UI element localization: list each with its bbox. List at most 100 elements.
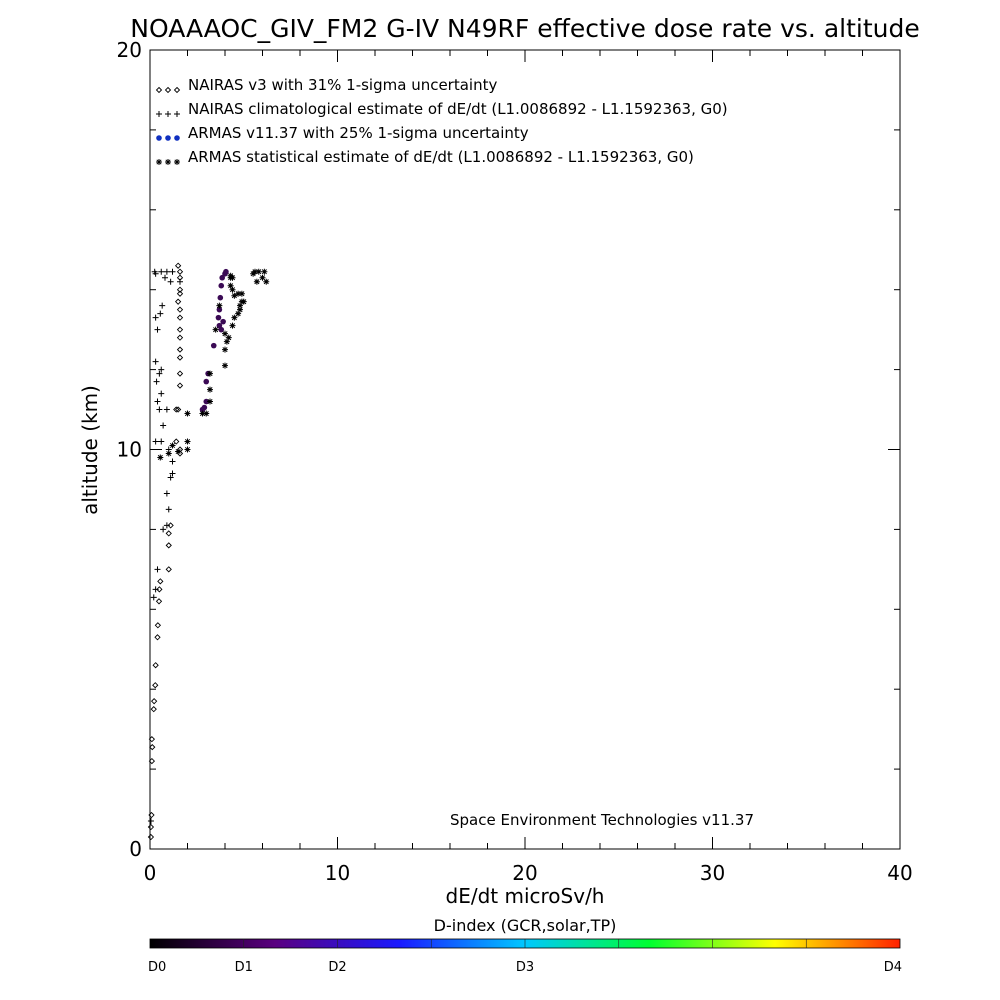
- legend-label: ARMAS v11.37 with 25% 1-sigma uncertaint…: [188, 124, 529, 142]
- data-point: [176, 314, 184, 321]
- data-point: [176, 268, 184, 275]
- data-point: [165, 506, 172, 513]
- legend-entry-2: NAIRAS climatological estimate of dE/dt …: [156, 100, 728, 118]
- legend-marker: [165, 135, 171, 141]
- data-point: [220, 318, 226, 325]
- data-point: [238, 290, 245, 297]
- data-point: [216, 302, 223, 309]
- data-point: [157, 310, 164, 317]
- data-point: [160, 422, 167, 429]
- data-point: [154, 622, 162, 629]
- y-tick-label: 10: [117, 438, 142, 462]
- x-axis-label: dE/dt microSv/h: [446, 884, 605, 908]
- data-point: [167, 278, 174, 285]
- data-point: [147, 818, 154, 825]
- legend-marker: [156, 111, 162, 117]
- data-point: [203, 398, 210, 405]
- data-point: [152, 586, 159, 593]
- data-point: [240, 298, 247, 305]
- data-point: [175, 448, 182, 455]
- data-point: [227, 282, 234, 289]
- data-point: [235, 290, 242, 297]
- data-point: [148, 811, 155, 819]
- data-point: [165, 450, 172, 457]
- colorbar-title: D-index (GCR,solar,TP): [434, 916, 617, 935]
- data-point: [227, 272, 234, 279]
- data-point: [237, 302, 243, 309]
- data-point: [173, 406, 180, 413]
- legend-marker: [174, 111, 180, 117]
- data-point: [165, 542, 172, 549]
- data-point: [222, 362, 228, 369]
- data-point: [157, 454, 164, 461]
- data-point: [216, 306, 223, 313]
- data-point: [184, 410, 191, 417]
- data-point: [156, 586, 163, 593]
- legend-marker: [165, 111, 171, 117]
- legend-marker: [165, 159, 171, 165]
- data-point: [150, 594, 157, 601]
- data-point: [174, 262, 182, 269]
- data-point: [203, 378, 210, 385]
- data-point: [158, 268, 165, 275]
- legend-label: ARMAS statistical estimate of dE/dt (L1.…: [188, 148, 694, 166]
- data-point: [222, 330, 228, 337]
- data-point: [222, 346, 228, 353]
- x-tick-label: 40: [887, 861, 912, 885]
- data-points: [147, 262, 270, 841]
- y-axis-label: altitude (km): [78, 385, 102, 515]
- data-point: [167, 522, 174, 529]
- data-point: [203, 410, 210, 417]
- data-point: [231, 314, 238, 321]
- data-point: [160, 526, 167, 533]
- data-point: [176, 290, 184, 297]
- data-point: [201, 404, 208, 411]
- data-point: [176, 334, 184, 341]
- data-point: [174, 406, 182, 413]
- data-point: [157, 578, 164, 585]
- data-point: [261, 268, 268, 275]
- y-tick-label: 20: [117, 38, 142, 62]
- data-point: [210, 342, 217, 349]
- data-point: [150, 698, 158, 705]
- legend-marker: [155, 86, 163, 94]
- data-point: [158, 390, 165, 397]
- colorbar-label: D2: [328, 960, 346, 975]
- data-point: [259, 274, 266, 281]
- data-point: [219, 274, 225, 281]
- data-point: [250, 270, 257, 277]
- y-tick-label: 0: [129, 837, 142, 861]
- data-point: [231, 292, 238, 299]
- x-tick-label: 20: [512, 861, 537, 885]
- data-point: [154, 398, 161, 405]
- data-point: [169, 470, 176, 477]
- data-point: [176, 382, 184, 389]
- data-point: [152, 358, 159, 365]
- colorbar: D0 D1 D2 D3 D4: [148, 938, 902, 975]
- data-point: [215, 314, 222, 321]
- legend-marker: [174, 135, 180, 141]
- data-point: [148, 757, 156, 765]
- data-point: [154, 326, 161, 333]
- data-point: [217, 294, 224, 301]
- series-4: [157, 268, 270, 461]
- data-point: [167, 474, 174, 481]
- x-tick-label: 30: [700, 861, 725, 885]
- legend-entry-1: NAIRAS v3 with 31% 1-sigma uncertainty: [155, 76, 497, 94]
- data-point: [207, 398, 213, 405]
- data-point: [173, 438, 180, 445]
- data-point: [156, 406, 163, 413]
- data-point: [163, 406, 170, 413]
- data-point: [151, 268, 158, 275]
- data-point: [169, 268, 176, 275]
- data-point: [176, 286, 184, 293]
- series-1: [147, 262, 184, 841]
- data-point: [150, 706, 157, 713]
- data-point: [152, 662, 159, 669]
- data-point: [218, 282, 225, 289]
- data-point: [169, 442, 176, 449]
- data-point: [159, 302, 166, 309]
- data-point: [176, 306, 184, 313]
- data-point: [263, 278, 270, 285]
